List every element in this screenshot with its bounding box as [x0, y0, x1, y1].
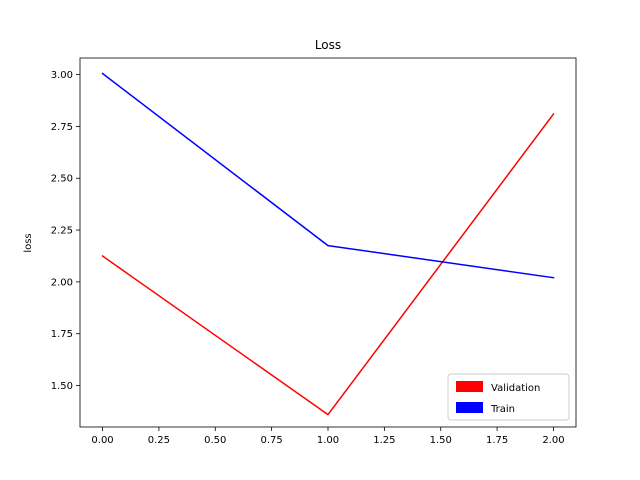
legend: Validation Train [447, 373, 570, 421]
series-line-train [101, 72, 555, 279]
axes-frame [79, 57, 577, 428]
y-tick-label: 2.25 [51, 226, 73, 237]
y-tick-label: 1.75 [51, 329, 73, 340]
x-tick-label: 0.00 [91, 435, 113, 446]
y-tick-label: 3.00 [51, 70, 73, 81]
x-tick-label: 1.00 [317, 435, 339, 446]
legend-label-train: Train [490, 404, 515, 415]
x-tick-label: 1.75 [486, 435, 508, 446]
chart-title: Loss [315, 38, 341, 52]
x-tick-label: 0.50 [204, 435, 226, 446]
x-tick-label: 1.50 [430, 435, 452, 446]
series-line-validation [101, 112, 555, 416]
x-tick-label: 1.25 [373, 435, 395, 446]
y-tick-label: 2.00 [51, 277, 73, 288]
y-axis-label: loss [23, 233, 34, 252]
legend-label-validation: Validation [491, 383, 540, 394]
x-tick-label: 0.75 [261, 435, 283, 446]
y-tick-label: 2.75 [51, 122, 73, 133]
x-tick-label: 0.25 [148, 435, 170, 446]
x-tick-label: 2.00 [542, 435, 564, 446]
y-tick-label: 1.50 [51, 381, 73, 392]
plot-area: 0.00 0.25 0.50 0.75 1.00 1.25 1.50 1.75 2.00 1.50… [51, 57, 577, 446]
legend-swatch-validation [456, 381, 483, 392]
legend-swatch-train [456, 402, 483, 413]
y-tick-label: 2.50 [51, 174, 73, 185]
